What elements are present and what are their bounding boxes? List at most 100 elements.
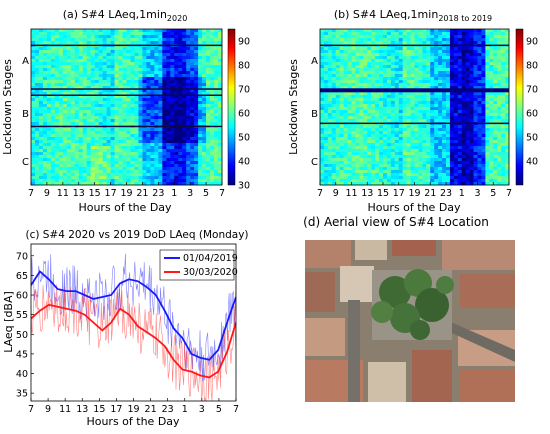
heatmap-cell (363, 32, 368, 36)
heatmap-cell (442, 143, 447, 147)
heatmap-cell (379, 149, 384, 153)
heatmap-cell (497, 131, 502, 135)
heatmap-cell (146, 80, 151, 84)
heatmap-cell (110, 122, 115, 126)
heatmap-cell (162, 143, 167, 147)
heatmap-cell (86, 56, 91, 60)
heatmap-cell (497, 134, 502, 138)
heatmap-cell (446, 158, 451, 162)
heatmap-cell (351, 176, 356, 180)
heatmap-cell (331, 95, 337, 99)
heatmap-cell (469, 107, 474, 111)
heatmap-cell (383, 149, 388, 153)
heatmap-cell (218, 179, 223, 183)
heatmap-cell (430, 143, 435, 147)
heatmap-cell (383, 164, 388, 168)
heatmap-cell (62, 95, 68, 99)
heatmap-cell (438, 29, 443, 33)
heatmap-cell (355, 86, 360, 90)
heatmap-cell (182, 101, 187, 105)
heatmap-cell (46, 35, 52, 39)
heatmap-cell (50, 176, 56, 180)
heatmap-cell (198, 68, 203, 72)
heatmap-cell (202, 158, 207, 162)
heatmap-cell (347, 113, 352, 117)
heatmap-cell (126, 86, 131, 90)
heatmap-cell (218, 89, 223, 93)
heatmap-cell (390, 77, 396, 81)
heatmap-cell (130, 149, 135, 153)
heatmap-cell (42, 62, 48, 66)
heatmap-cell (126, 29, 131, 33)
heatmap-cell (485, 143, 490, 147)
heatmap-cell (166, 107, 171, 111)
heatmap-cell (174, 122, 179, 126)
heatmap-cell (453, 128, 459, 132)
heatmap-cell (198, 92, 203, 96)
heatmap-cell (142, 170, 147, 174)
heatmap-cell (481, 170, 486, 174)
heatmap-cell (50, 86, 56, 90)
heatmap-cell (418, 149, 423, 153)
heatmap-cell (489, 59, 494, 63)
heatmap-cell (418, 155, 423, 159)
heatmap-cell (371, 29, 376, 33)
heatmap-cell (46, 29, 52, 33)
heatmap-cell (442, 71, 447, 75)
heatmap-cell (386, 149, 392, 153)
heatmap-cell (34, 143, 40, 147)
heatmap-cell (126, 35, 131, 39)
heatmap-cell (102, 176, 107, 180)
heatmap-cell (453, 107, 459, 111)
heatmap-cell (74, 74, 80, 78)
heatmap-cell (351, 125, 356, 129)
heatmap-cell (394, 92, 400, 96)
heatmap-cell (194, 74, 199, 78)
heatmap-cell (367, 176, 372, 180)
heatmap-cell (174, 143, 179, 147)
heatmap-cell (162, 74, 167, 78)
heatmap-cell (58, 161, 64, 165)
heatmap-cell (398, 50, 403, 54)
heatmap-cell (70, 113, 76, 117)
heatmap-cell (477, 134, 482, 138)
heatmap-cell (457, 152, 463, 156)
heatmap-cell (178, 53, 183, 57)
heatmap-cell (42, 77, 48, 81)
heatmap-cell (162, 146, 167, 150)
heatmap-cell (102, 53, 107, 57)
heatmap-cell (367, 164, 372, 168)
heatmap-cell (386, 116, 392, 120)
heatmap-cell (485, 62, 490, 66)
heatmap-cell (331, 38, 337, 42)
heatmap-cell (114, 89, 119, 93)
heatmap-cell (102, 38, 107, 42)
heatmap-cell (414, 161, 419, 165)
heatmap-cell (218, 95, 223, 99)
heatmap-cell (339, 107, 344, 111)
heatmap-cell (446, 104, 451, 108)
heatmap-cell (102, 71, 107, 75)
heatmap-cell (82, 65, 88, 69)
heatmap-cell (335, 164, 340, 168)
heatmap-cell (442, 152, 447, 156)
heatmap-cell (461, 134, 466, 138)
heatmap-cell (118, 59, 123, 63)
heatmap-cell (190, 56, 195, 60)
heatmap-cell (178, 59, 183, 63)
heatmap-cell (327, 107, 333, 111)
heatmap-cell (146, 38, 151, 42)
heatmap-cell (430, 83, 435, 87)
heatmap-cell (150, 86, 155, 90)
heatmap-cell (102, 128, 107, 132)
heatmap-cell (442, 170, 447, 174)
heatmap-cell (343, 155, 348, 159)
heatmap-cell (426, 176, 431, 180)
heatmap-cell (320, 140, 325, 144)
heatmap-cell (418, 98, 423, 102)
heatmap-cell (102, 173, 107, 177)
heatmap-cell (210, 65, 215, 69)
heatmap-cell (383, 179, 388, 183)
heatmap-cell (501, 29, 506, 33)
heatmap-cell (62, 149, 68, 153)
